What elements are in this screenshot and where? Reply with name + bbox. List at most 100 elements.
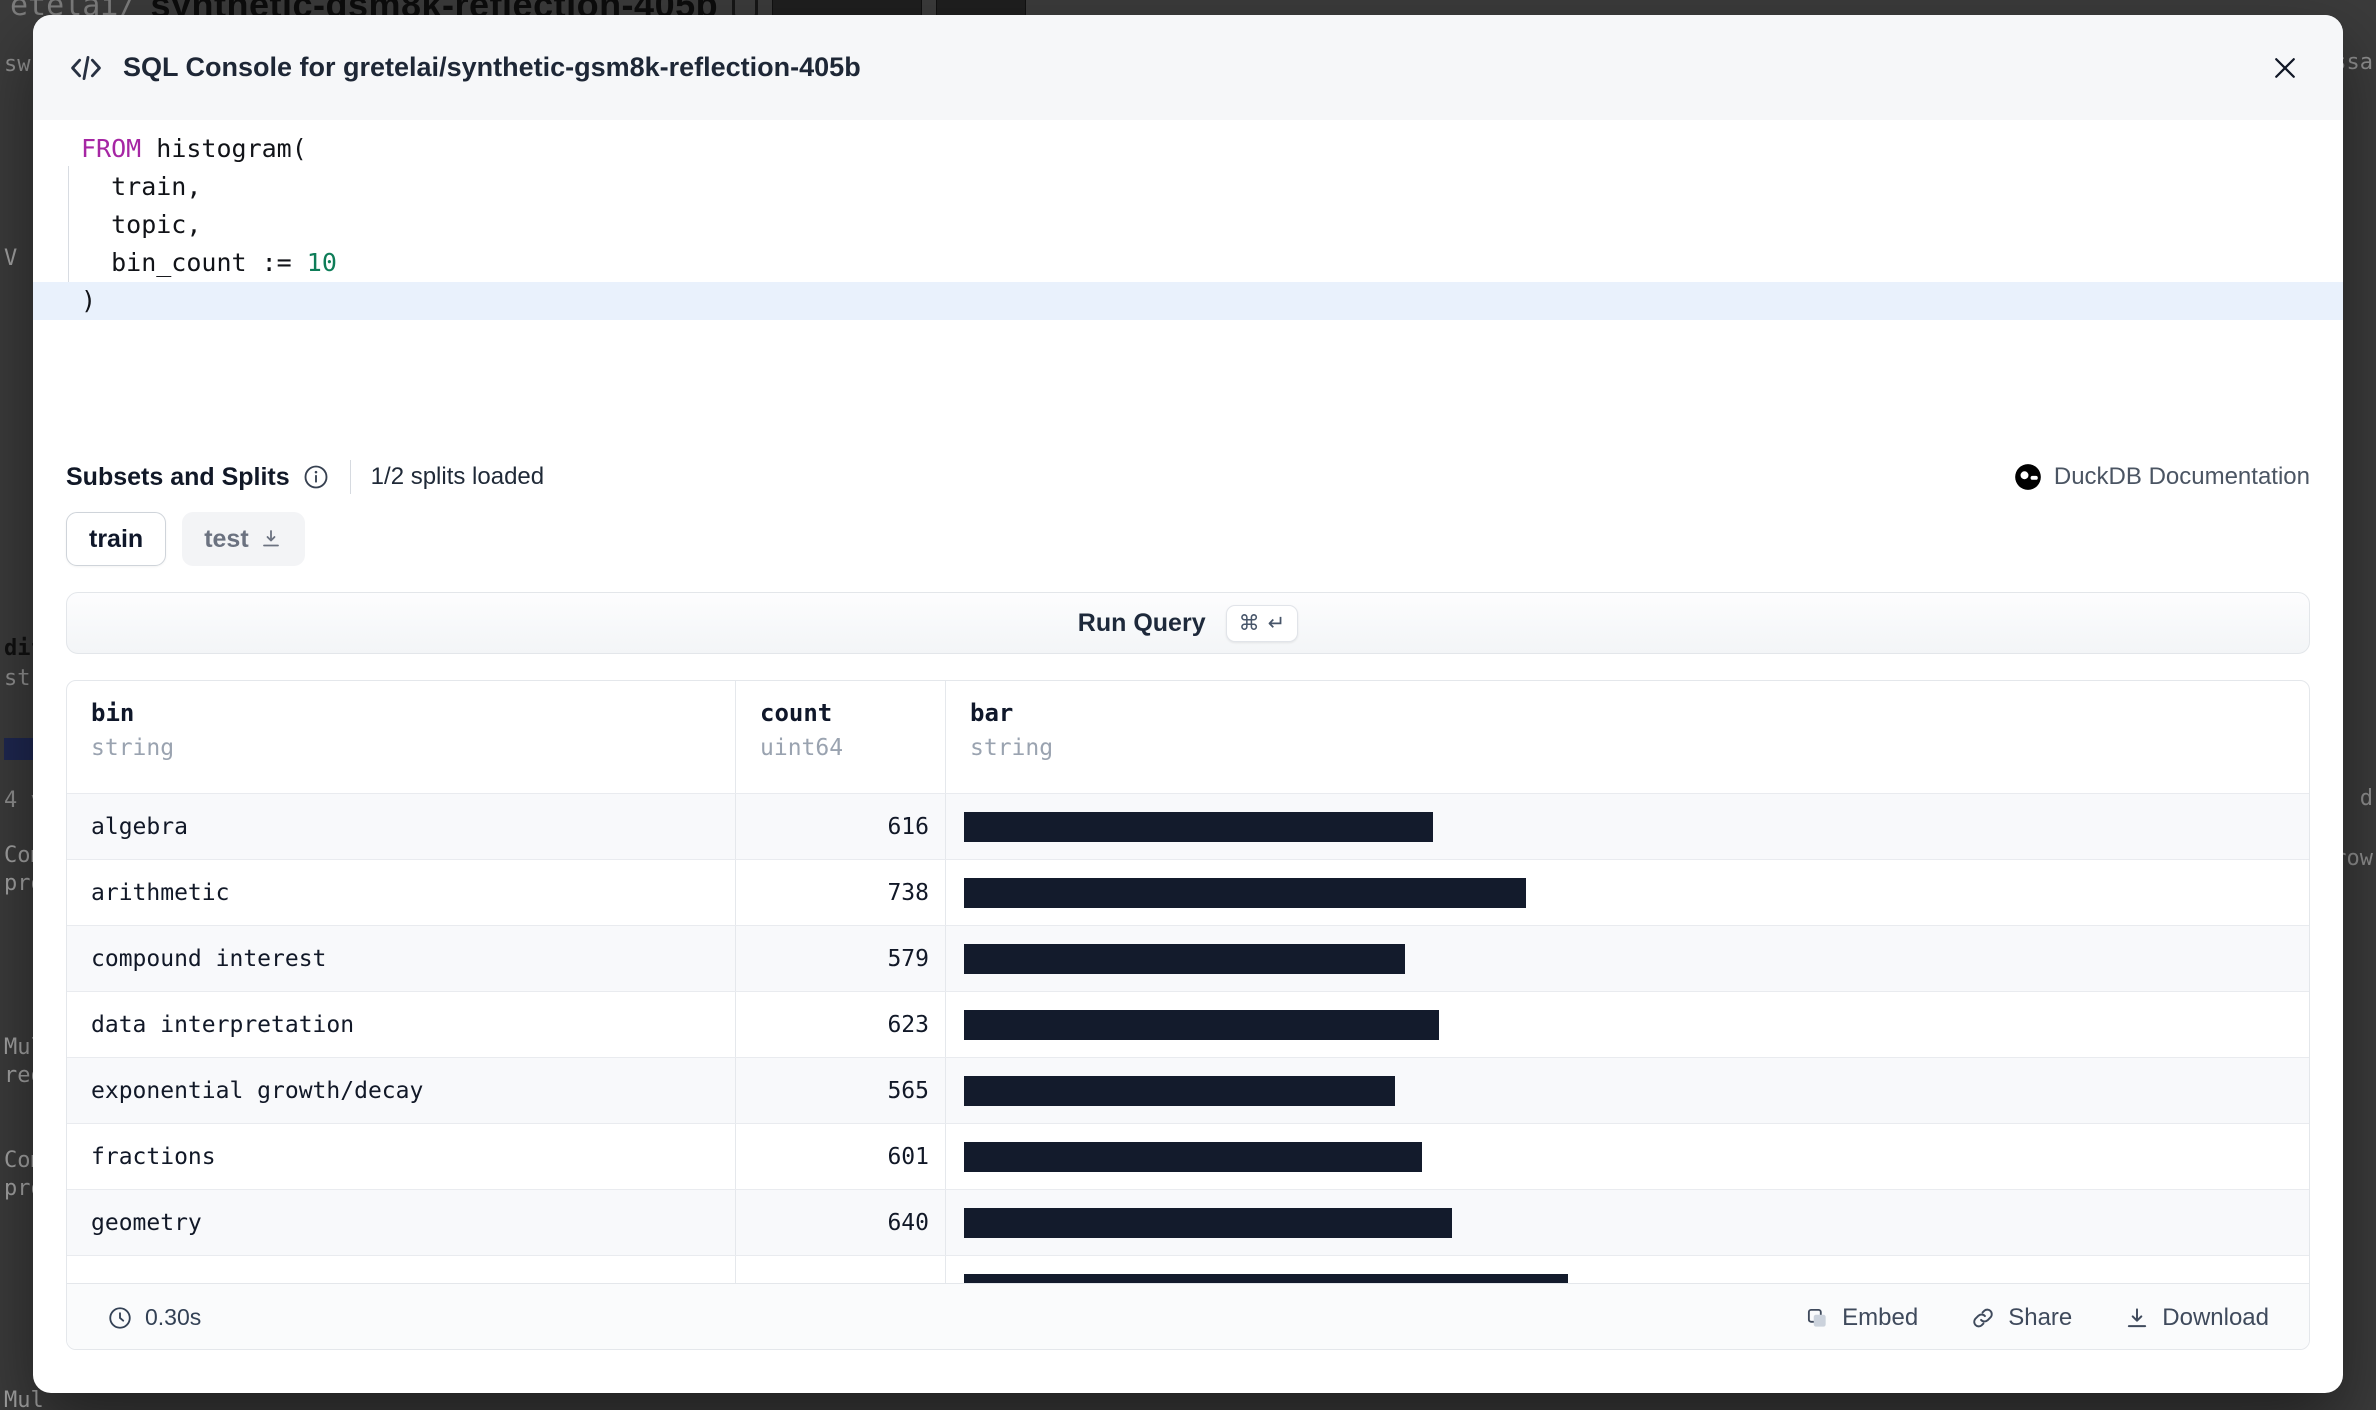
count-cell: 579: [736, 926, 946, 991]
column-name: count: [760, 699, 833, 727]
count-cell: 738: [736, 860, 946, 925]
background-text-fragment: sw: [4, 52, 31, 77]
bin-cell: exponential growth/decay: [67, 1058, 736, 1123]
share-link-icon: [1973, 1308, 1993, 1327]
background-text-fragment: V: [4, 246, 18, 271]
embed-icon: [1808, 1308, 1826, 1327]
column-name: bar: [970, 699, 1014, 727]
bar-cell: [946, 926, 2309, 991]
code-icon: [69, 51, 103, 85]
code-token: topic,: [81, 210, 202, 239]
embed-button[interactable]: Embed: [1804, 1304, 1918, 1332]
table-row: exponential growth/decay 565: [67, 1057, 2309, 1123]
code-line[interactable]: bin_count := 10: [33, 244, 2343, 282]
bin-cell: [67, 1256, 736, 1283]
share-label: Share: [2008, 1303, 2073, 1331]
count-cell: 640: [736, 1190, 946, 1255]
bin-cell: data interpretation: [67, 992, 736, 1057]
download-icon: [262, 530, 279, 547]
code-token: histogram(: [141, 134, 307, 163]
run-query-button[interactable]: Run Query ⌘ ↵: [66, 592, 2310, 654]
bar-cell: [946, 860, 2309, 925]
column-type: uint64: [760, 735, 844, 761]
column-header-bar: bar string: [946, 681, 2309, 793]
keyboard-shortcut-badge: ⌘ ↵: [1225, 604, 1299, 642]
modal-content: Subsets and Splits 1/2 splits loaded Duc…: [33, 320, 2343, 1393]
clock-icon: [109, 1306, 131, 1329]
subsets-heading: Subsets and Splits: [66, 462, 290, 491]
table-row: compound interest 579: [67, 925, 2309, 991]
code-token: train,: [81, 172, 202, 201]
table-footer: 0.30s Embed S: [67, 1283, 2309, 1349]
table-row-partial: [67, 1255, 2309, 1283]
code-line[interactable]: FROM histogram(: [33, 130, 2343, 168]
split-chip-train[interactable]: train: [66, 512, 167, 566]
split-chip-label: test: [204, 524, 249, 553]
count-cell: 616: [736, 794, 946, 859]
bin-cell: compound interest: [67, 926, 736, 991]
splits-loaded-status: 1/2 splits loaded: [370, 463, 545, 490]
table-row: geometry 640: [67, 1189, 2309, 1255]
code-line-active[interactable]: ): [33, 282, 2343, 320]
subsets-and-splits-row: Subsets and Splits 1/2 splits loaded Duc…: [66, 460, 2310, 494]
count-cell: 601: [736, 1124, 946, 1189]
split-chips-row: train test: [66, 512, 2310, 566]
count-cell: [736, 1256, 946, 1283]
code-line[interactable]: topic,: [33, 206, 2343, 244]
column-type: string: [970, 735, 1054, 761]
sql-console-modal: SQL Console for gretelai/synthetic-gsm8k…: [33, 15, 2343, 1393]
table-row: arithmetic 738: [67, 859, 2309, 925]
column-header-count: count uint64: [736, 681, 946, 793]
bin-cell: fractions: [67, 1124, 736, 1189]
split-chip-label: train: [89, 524, 144, 553]
divider: [349, 460, 351, 494]
download-label: Download: [2162, 1303, 2269, 1331]
histogram-bar: [964, 1009, 1439, 1040]
query-results-table: bin string count uint64 bar string algeb…: [66, 680, 2310, 1350]
background-text-fragment: d: [2359, 786, 2373, 811]
close-button[interactable]: [2263, 46, 2307, 90]
histogram-bar: [964, 877, 1526, 908]
bar-cell: [946, 1124, 2309, 1189]
background-text-fragment: Mul: [4, 1388, 44, 1410]
histogram-bar: [964, 1075, 1395, 1106]
bar-cell: [946, 1190, 2309, 1255]
share-button[interactable]: Share: [1970, 1304, 2072, 1332]
table-row: fractions 601: [67, 1123, 2309, 1189]
split-chip-test[interactable]: test: [182, 512, 305, 566]
modal-title: SQL Console for gretelai/synthetic-gsm8k…: [123, 52, 861, 82]
bar-cell: [946, 1256, 2309, 1283]
code-token: 10: [306, 248, 337, 277]
count-cell: 623: [736, 992, 946, 1057]
duckdb-documentation-link[interactable]: DuckDB Documentation: [2014, 463, 2310, 491]
histogram-bar: [964, 811, 1433, 842]
code-token: FROM: [81, 134, 142, 163]
table-body: algebra 616 arithmetic 738 compound interest…: [67, 793, 2309, 1283]
duckdb-logo-icon: [2015, 464, 2041, 490]
table-row: algebra 616: [67, 793, 2309, 859]
bar-cell: [946, 992, 2309, 1057]
sql-editor[interactable]: FROM histogram( train, topic, bin_count …: [33, 120, 2343, 320]
info-icon[interactable]: [302, 463, 330, 491]
download-icon: [2128, 1307, 2147, 1327]
column-type: string: [91, 735, 175, 761]
bin-cell: arithmetic: [67, 860, 736, 925]
code-token: ): [81, 286, 97, 315]
histogram-bar: [964, 1141, 1422, 1172]
code-token: bin_count :=: [81, 248, 307, 277]
modal-header: SQL Console for gretelai/synthetic-gsm8k…: [33, 15, 2343, 120]
elapsed-value: 0.30s: [145, 1304, 202, 1330]
return-key-glyph: ↵: [1267, 611, 1286, 635]
table-header: bin string count uint64 bar string: [67, 681, 2309, 793]
code-line[interactable]: train,: [33, 168, 2343, 206]
bar-cell: [946, 1058, 2309, 1123]
download-button[interactable]: Download: [2124, 1304, 2269, 1332]
column-name: bin: [91, 699, 135, 727]
histogram-bar: [964, 1207, 1452, 1238]
command-key-glyph: ⌘: [1238, 611, 1260, 635]
bin-cell: algebra: [67, 794, 736, 859]
histogram-bar: [964, 943, 1405, 974]
bin-cell: geometry: [67, 1190, 736, 1255]
embed-label: Embed: [1842, 1303, 1919, 1331]
indent-guide: [68, 166, 69, 282]
